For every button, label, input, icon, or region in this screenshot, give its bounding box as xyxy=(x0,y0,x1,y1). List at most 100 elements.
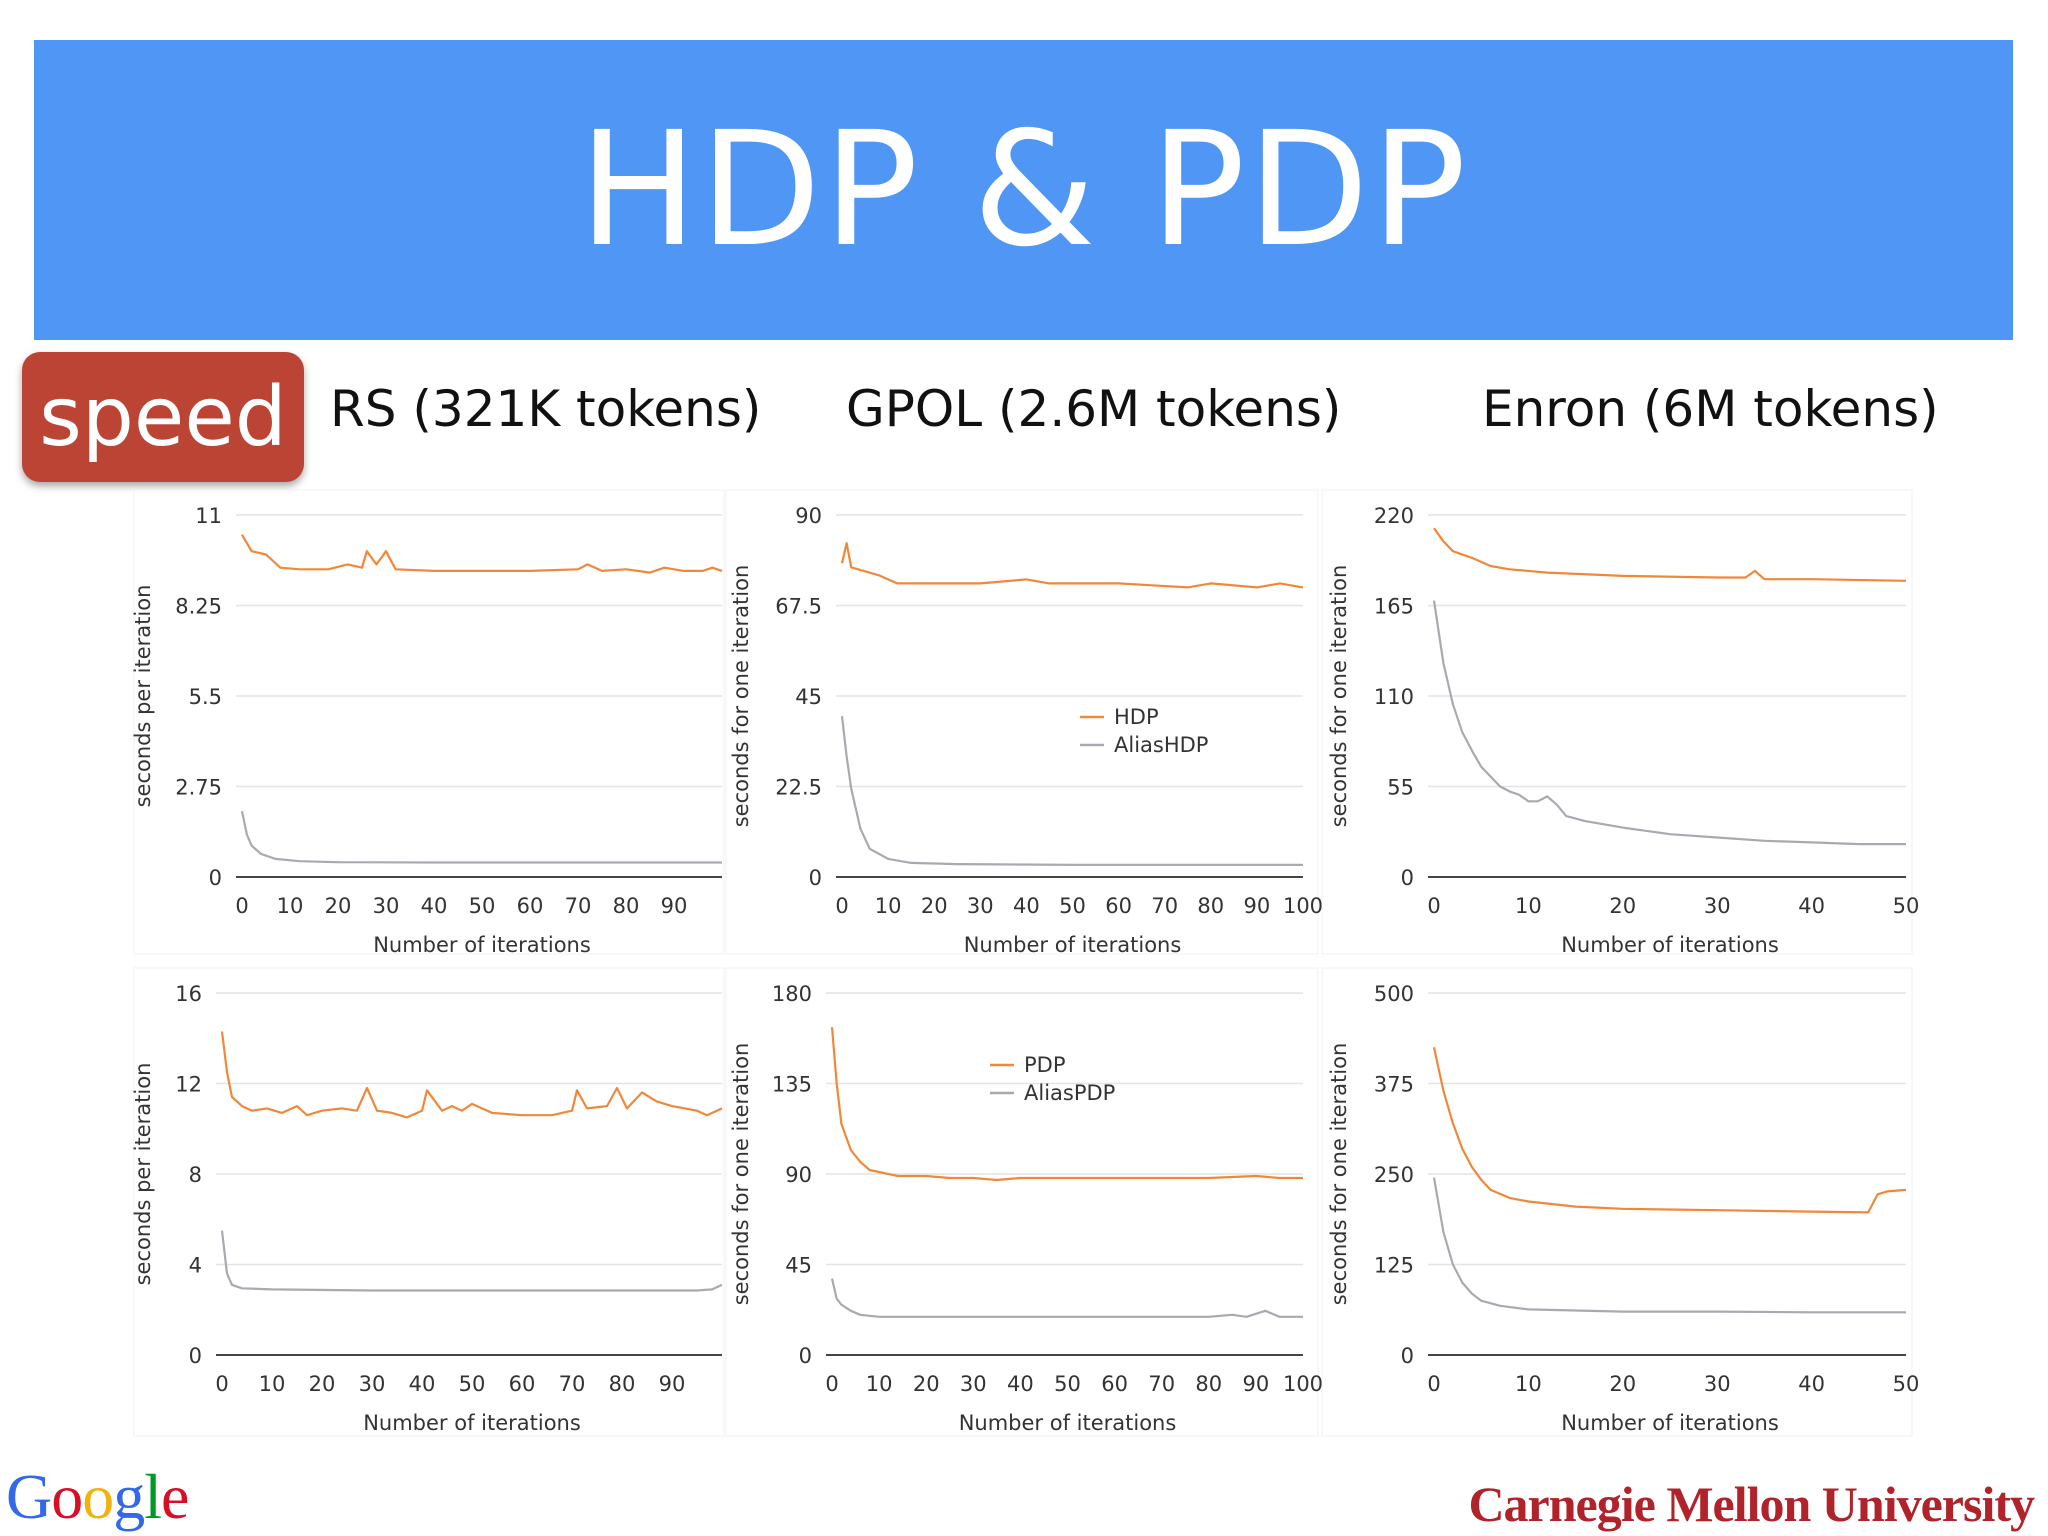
x-tick-label: 40 xyxy=(421,894,448,918)
y-tick-label: 250 xyxy=(1374,1163,1414,1187)
y-tick-label: 45 xyxy=(785,1254,812,1278)
y-tick-label: 165 xyxy=(1374,595,1414,619)
x-tick-label: 80 xyxy=(1195,1372,1222,1396)
x-tick-label: 10 xyxy=(259,1372,286,1396)
x-tick-label: 0 xyxy=(1427,1372,1440,1396)
chart-panel xyxy=(725,967,1319,1437)
series-line-aliaspdp xyxy=(830,1278,1303,1318)
legend-label: AliasHDP xyxy=(1114,733,1208,757)
y-tick-label: 90 xyxy=(795,504,822,528)
title-bar: HDP & PDP xyxy=(34,40,2013,340)
chart-panel xyxy=(133,967,725,1437)
google-logo-letter: G xyxy=(6,1461,52,1532)
series-line-orange xyxy=(1432,1047,1907,1214)
x-tick-label: 30 xyxy=(1704,894,1731,918)
chart-panel xyxy=(1321,967,1913,1437)
x-axis-label: Number of iterations xyxy=(959,1411,1177,1435)
x-tick-label: 30 xyxy=(967,894,994,918)
y-tick-label: 67.5 xyxy=(775,595,822,619)
x-tick-label: 30 xyxy=(359,1372,386,1396)
dataset-title-rs: RS (321K tokens) xyxy=(330,380,762,438)
y-tick-label: 0 xyxy=(1401,866,1414,890)
x-tick-label: 30 xyxy=(960,1372,987,1396)
x-tick-label: 20 xyxy=(921,894,948,918)
x-tick-label: 0 xyxy=(215,1372,228,1396)
x-tick-label: 50 xyxy=(1893,894,1920,918)
x-tick-label: 50 xyxy=(1893,1372,1920,1396)
x-tick-label: 0 xyxy=(1427,894,1440,918)
x-tick-label: 60 xyxy=(509,1372,536,1396)
x-tick-label: 30 xyxy=(373,894,400,918)
y-tick-label: 4 xyxy=(189,1254,202,1278)
x-axis-label: Number of iterations xyxy=(1561,933,1779,957)
x-tick-label: 60 xyxy=(1105,894,1132,918)
google-logo-text: Google xyxy=(6,1461,189,1532)
x-tick-label: 50 xyxy=(1054,1372,1081,1396)
series-line-pdp xyxy=(830,1027,1303,1182)
y-tick-label: 0 xyxy=(209,866,222,890)
x-axis-label: Number of iterations xyxy=(964,933,1182,957)
y-tick-label: 0 xyxy=(809,866,822,890)
google-logo: Google xyxy=(6,1460,189,1534)
y-tick-label: 180 xyxy=(772,982,812,1006)
cmu-logo: Carnegie Mellon University xyxy=(1468,1476,2035,1532)
x-tick-label: 20 xyxy=(913,1372,940,1396)
series-line-orange xyxy=(1433,527,1907,582)
google-logo-letter: l xyxy=(144,1461,162,1532)
x-tick-label: 90 xyxy=(661,894,688,918)
x-tick-label: 10 xyxy=(277,894,304,918)
x-tick-label: 20 xyxy=(325,894,352,918)
y-tick-label: 8 xyxy=(189,1163,202,1187)
series-line-gray xyxy=(220,1230,723,1292)
x-tick-label: 70 xyxy=(1151,894,1178,918)
x-tick-label: 80 xyxy=(609,1372,636,1396)
y-tick-label: 135 xyxy=(772,1073,812,1097)
y-tick-label: 0 xyxy=(1401,1344,1414,1368)
x-axis-label: Number of iterations xyxy=(363,1411,581,1435)
series-line-orange xyxy=(241,534,723,574)
y-tick-label: 5.5 xyxy=(189,685,222,709)
x-tick-label: 0 xyxy=(825,1372,838,1396)
x-tick-label: 20 xyxy=(309,1372,336,1396)
x-tick-label: 50 xyxy=(1059,894,1086,918)
x-tick-label: 0 xyxy=(835,894,848,918)
google-logo-letter: g xyxy=(113,1461,145,1532)
series-line-gray xyxy=(1432,1177,1906,1314)
x-tick-label: 70 xyxy=(1148,1372,1175,1396)
y-axis-label: seconds for one iteration xyxy=(1327,1043,1351,1306)
y-tick-label: 8.25 xyxy=(175,595,222,619)
x-tick-label: 0 xyxy=(235,894,248,918)
dataset-title-gpol: GPOL (2.6M tokens) xyxy=(846,380,1342,438)
x-tick-label: 30 xyxy=(1704,1372,1731,1396)
x-tick-label: 80 xyxy=(613,894,640,918)
legend-label: AliasPDP xyxy=(1024,1081,1115,1105)
x-tick-label: 20 xyxy=(1609,1372,1636,1396)
y-tick-label: 125 xyxy=(1374,1254,1414,1278)
x-axis-label: Number of iterations xyxy=(373,933,591,957)
x-tick-label: 40 xyxy=(1798,894,1825,918)
google-logo-letter: o xyxy=(51,1461,83,1532)
y-tick-label: 0 xyxy=(799,1344,812,1368)
y-tick-label: 220 xyxy=(1374,504,1414,528)
speed-badge: speed xyxy=(22,352,304,482)
y-tick-label: 0 xyxy=(189,1344,202,1368)
x-tick-label: 20 xyxy=(1609,894,1636,918)
speed-badge-label: speed xyxy=(39,369,287,465)
series-line-gray xyxy=(240,810,722,864)
y-tick-label: 375 xyxy=(1374,1073,1414,1097)
google-logo-letter: o xyxy=(82,1461,114,1532)
x-tick-label: 90 xyxy=(659,1372,686,1396)
x-tick-label: 40 xyxy=(1013,894,1040,918)
y-tick-label: 110 xyxy=(1374,685,1414,709)
x-tick-label: 10 xyxy=(1515,1372,1542,1396)
x-tick-label: 40 xyxy=(409,1372,436,1396)
x-tick-label: 50 xyxy=(469,894,496,918)
x-tick-label: 50 xyxy=(459,1372,486,1396)
x-tick-label: 80 xyxy=(1197,894,1224,918)
x-tick-label: 10 xyxy=(1515,894,1542,918)
legend-label: PDP xyxy=(1024,1053,1066,1077)
slide-title: HDP & PDP xyxy=(578,98,1469,282)
dataset-title-enron: Enron (6M tokens) xyxy=(1482,380,1939,438)
y-tick-label: 500 xyxy=(1374,982,1414,1006)
x-tick-label: 100 xyxy=(1283,1372,1323,1396)
